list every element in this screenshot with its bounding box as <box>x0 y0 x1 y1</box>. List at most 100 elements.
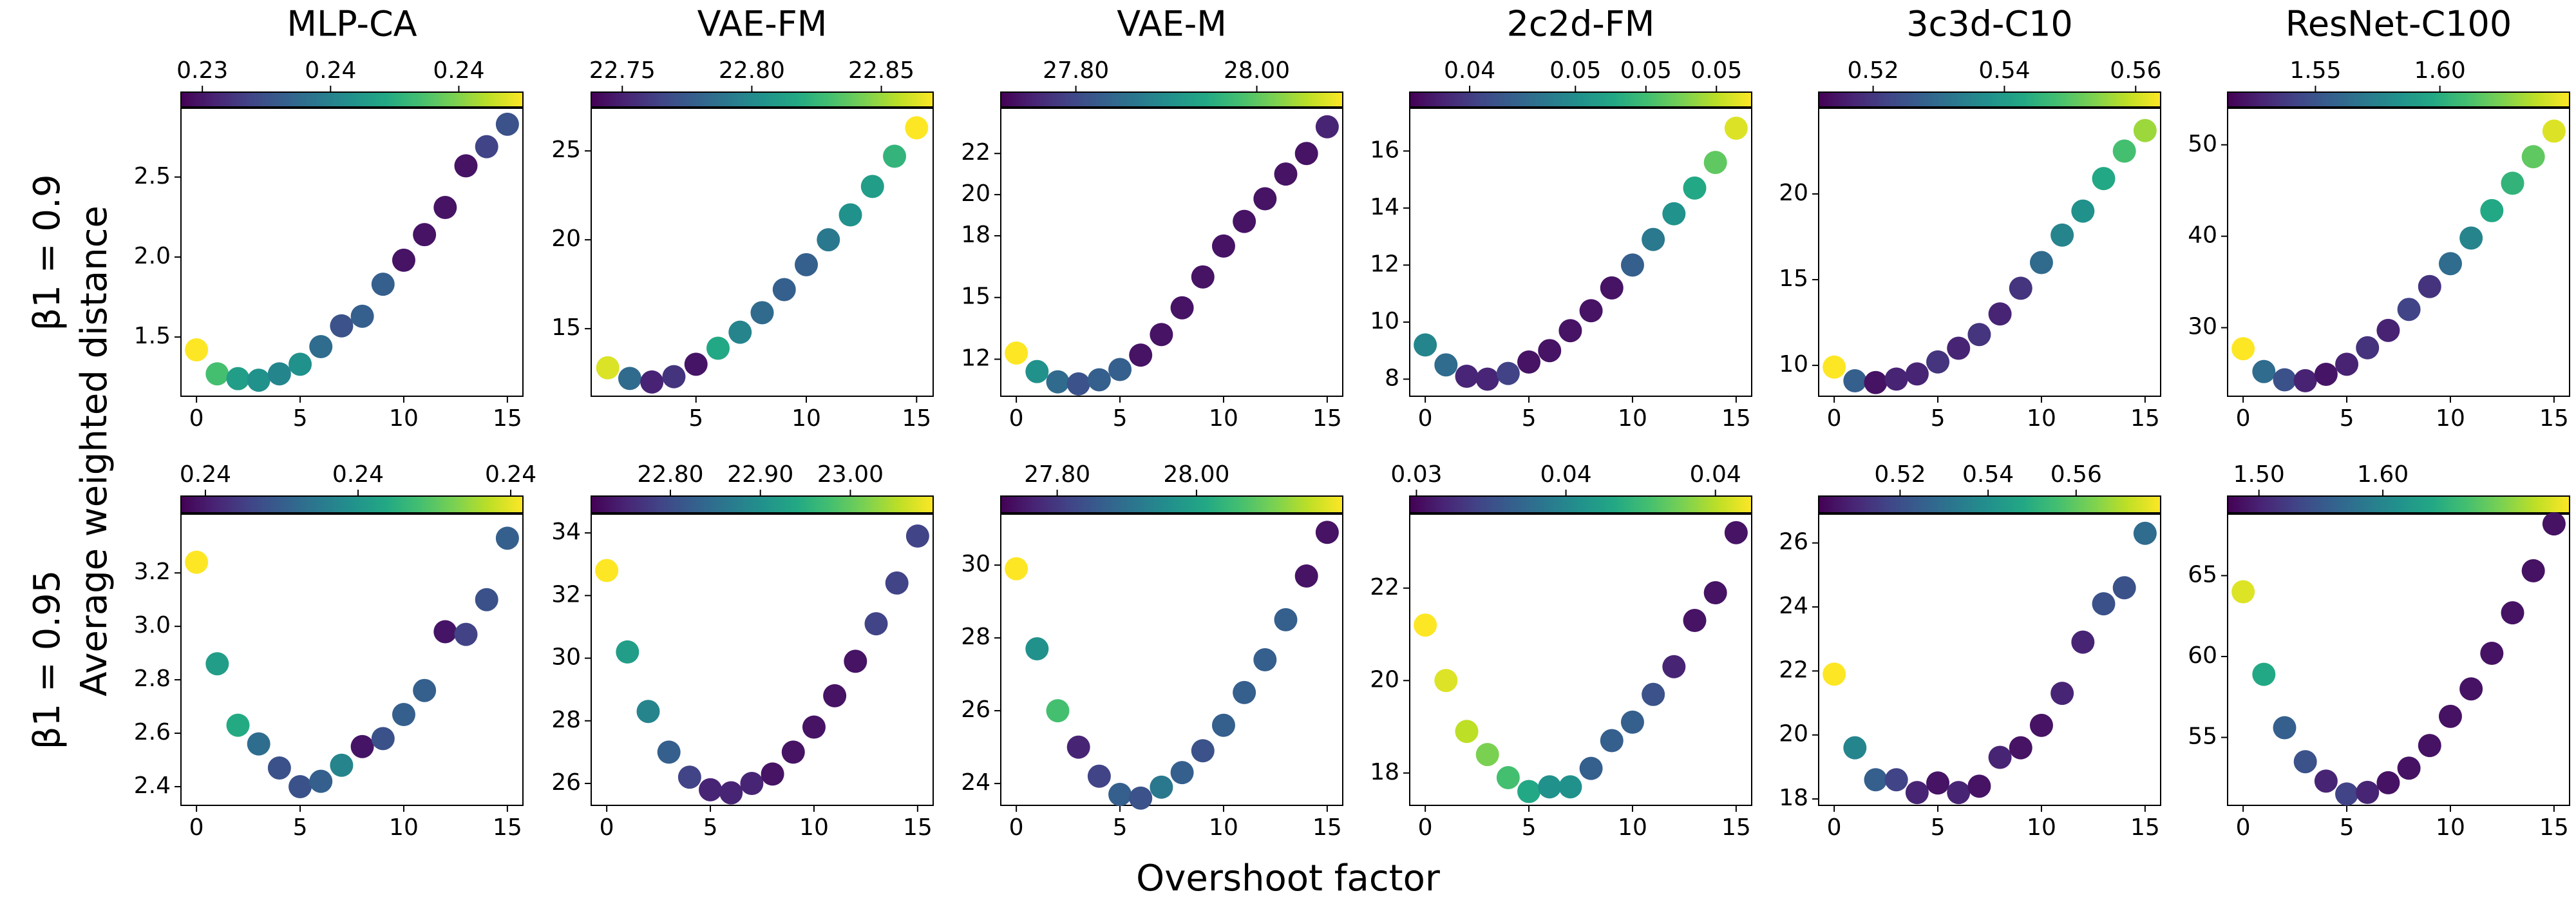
point <box>1046 370 1070 394</box>
point <box>1496 361 1520 385</box>
x-tick-label: 0 <box>600 814 614 841</box>
plot-frame <box>591 108 934 397</box>
chart-title: VAE-M <box>1117 4 1227 44</box>
point <box>289 352 312 376</box>
point <box>1947 336 1971 360</box>
point <box>2252 360 2276 383</box>
x-tick-label: 0 <box>189 405 204 432</box>
x-tick-label: 10 <box>791 405 821 432</box>
point <box>2480 641 2504 665</box>
point <box>1025 360 1049 383</box>
point <box>1455 365 1479 389</box>
colorbar <box>1818 495 2161 513</box>
x-tick-label: 0 <box>1827 405 1842 432</box>
x-tick-label: 5 <box>688 405 703 432</box>
y-tick-label: 30 <box>551 644 581 671</box>
x-tick-label: 5 <box>1931 814 1946 841</box>
colorbar-tick-label: 1.60 <box>2414 57 2466 84</box>
y-tick-label: 20 <box>551 225 581 252</box>
x-tick-label: 0 <box>2236 814 2251 841</box>
colorbar-tick-label: 22.80 <box>719 57 785 84</box>
point <box>2071 199 2095 223</box>
point <box>392 248 415 272</box>
point <box>1025 637 1049 661</box>
colorbar-tick-label: 0.04 <box>1444 57 1495 84</box>
point <box>1150 775 1173 799</box>
y-tick-label: 55 <box>2188 724 2217 750</box>
point <box>1724 116 1748 140</box>
y-tick-label: 15 <box>1779 265 1808 292</box>
point <box>2050 223 2074 247</box>
point <box>1475 367 1499 391</box>
point <box>2293 750 2317 774</box>
point <box>1905 362 1929 386</box>
y-tick-label: 22 <box>1779 657 1808 683</box>
point <box>1211 234 1235 258</box>
point <box>802 715 826 739</box>
point <box>1947 781 1971 805</box>
point <box>289 774 312 798</box>
colorbar-tick-label: 0.52 <box>1874 461 1926 488</box>
y-tick-label: 14 <box>1370 194 1399 220</box>
x-tick-label: 10 <box>2436 405 2465 432</box>
point <box>433 195 457 219</box>
point <box>1843 369 1867 393</box>
point <box>1843 736 1867 760</box>
point <box>1274 608 1298 631</box>
colorbar-tick-label: 22.75 <box>589 57 656 84</box>
point <box>657 740 681 764</box>
plot-frame <box>1818 108 2161 397</box>
point <box>1005 341 1028 365</box>
y-tick-label: 65 <box>2188 561 2217 588</box>
x-tick-label: 5 <box>2340 405 2354 432</box>
point <box>1538 775 1562 799</box>
point <box>2356 780 2380 804</box>
point <box>185 338 209 361</box>
x-tick-label: 10 <box>1618 814 1647 841</box>
colorbar <box>1000 495 1343 513</box>
point <box>636 700 660 724</box>
point <box>1191 265 1215 289</box>
x-tick-label: 0 <box>1827 814 1842 841</box>
colorbar <box>2227 495 2570 513</box>
chart-title: 3c3d-C10 <box>1906 4 2073 44</box>
point <box>1558 319 1582 343</box>
x-tick-label: 10 <box>2436 814 2465 841</box>
point <box>595 559 619 582</box>
y-tick-label: 18 <box>1779 785 1808 811</box>
y-tick-label: 15 <box>961 283 990 310</box>
x-tick-label: 15 <box>903 814 933 841</box>
point <box>640 370 664 394</box>
point <box>1253 648 1277 671</box>
colorbar-tick-label: 0.24 <box>433 57 484 84</box>
point <box>1620 253 1644 277</box>
x-tick-label: 15 <box>2130 405 2160 432</box>
point <box>350 734 374 758</box>
point <box>309 335 333 359</box>
x-tick-label: 10 <box>1209 405 1238 432</box>
colorbar <box>1818 91 2161 108</box>
point <box>2314 362 2338 386</box>
chart-title: 2c2d-FM <box>1507 4 1655 44</box>
point <box>247 369 270 392</box>
point <box>662 365 686 389</box>
y-tick-label: 60 <box>2188 642 2217 669</box>
y-tick-label: 25 <box>551 137 581 163</box>
colorbar-tick-label: 28.00 <box>1163 461 1229 488</box>
colorbar-tick-label: 0.05 <box>1549 57 1601 84</box>
point <box>330 314 354 338</box>
chart-title: MLP-CA <box>287 4 417 44</box>
point <box>1455 720 1479 744</box>
point <box>1967 323 1991 347</box>
point <box>2293 369 2317 392</box>
point <box>1046 699 1070 723</box>
y-tick-label: 3.0 <box>134 612 171 638</box>
x-tick-label: 0 <box>2236 405 2251 432</box>
point <box>2071 630 2095 654</box>
point <box>1087 764 1111 788</box>
y-tick-label: 40 <box>2188 222 2217 249</box>
point <box>226 367 250 390</box>
x-tick-label: 15 <box>902 405 931 432</box>
chart-title: VAE-FM <box>697 4 828 44</box>
colorbar-tick-label: 0.04 <box>1690 461 1741 488</box>
